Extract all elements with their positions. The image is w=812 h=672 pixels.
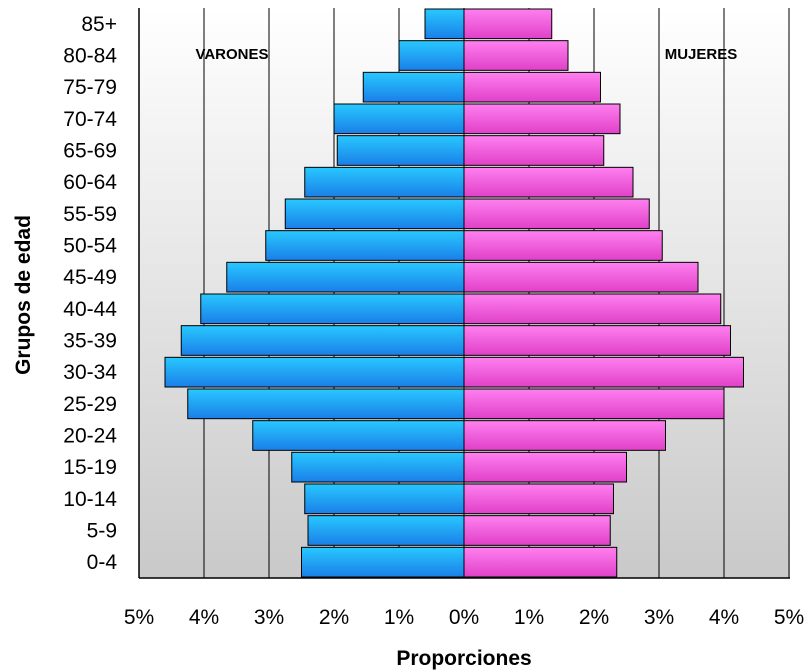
bar-varones-5-9 bbox=[307, 515, 465, 546]
x-tick-label: 3% bbox=[644, 606, 674, 629]
x-tick-label: 2% bbox=[579, 606, 609, 629]
bar-varones-35-39 bbox=[180, 325, 465, 356]
y-tick-label: 35-39 bbox=[63, 330, 117, 353]
bar-mujeres-80-84 bbox=[463, 40, 569, 71]
x-tick-label: 5% bbox=[124, 606, 154, 629]
bar-mujeres-55-59 bbox=[463, 198, 650, 230]
x-tick-label: 5% bbox=[774, 606, 804, 629]
bar-varones-70-74 bbox=[333, 103, 465, 135]
bar-varones-25-29 bbox=[187, 388, 465, 420]
bar-varones-65-69 bbox=[336, 135, 465, 166]
y-tick-label: 75-79 bbox=[63, 76, 117, 99]
y-tick-label: 70-74 bbox=[63, 108, 117, 131]
y-tick-label: 45-49 bbox=[63, 266, 117, 289]
x-tick-label: 0% bbox=[449, 606, 479, 629]
bar-mujeres-60-64 bbox=[463, 166, 634, 198]
x-tick-label: 1% bbox=[514, 606, 544, 629]
y-tick-labels: 85+ 80-84 75-79 70-74 65-69 60-64 55-59 50-54 45… bbox=[63, 13, 117, 574]
bar-varones-40-44 bbox=[200, 293, 465, 325]
bar-mujeres-75-79 bbox=[463, 71, 601, 103]
y-tick-label: 85+ bbox=[81, 13, 117, 36]
bar-mujeres-50-54 bbox=[463, 230, 663, 261]
bar-varones-80-84 bbox=[398, 40, 465, 71]
y-tick-label: 50-54 bbox=[63, 235, 117, 258]
bar-mujeres-85+ bbox=[463, 8, 553, 40]
y-axis-title: Grupos de edad bbox=[12, 215, 35, 375]
bar-varones-15-19 bbox=[291, 451, 465, 483]
legend-label-varones: VARONES bbox=[195, 46, 268, 63]
bar-varones-0-4 bbox=[301, 546, 465, 578]
bar-varones-60-64 bbox=[304, 166, 465, 198]
x-tick-label: 4% bbox=[189, 606, 219, 629]
x-axis-title: Proporciones bbox=[396, 647, 531, 670]
bar-mujeres-10-14 bbox=[463, 483, 614, 515]
bar-varones-20-24 bbox=[252, 420, 465, 451]
bar-varones-10-14 bbox=[304, 483, 465, 515]
bar-mujeres-25-29 bbox=[463, 388, 725, 420]
x-tick-label: 3% bbox=[254, 606, 284, 629]
x-tick-label: 2% bbox=[319, 606, 349, 629]
bar-mujeres-30-34 bbox=[463, 356, 744, 388]
y-tick-label: 65-69 bbox=[63, 140, 117, 163]
bar-varones-85+ bbox=[424, 8, 465, 40]
gridlines bbox=[203, 8, 790, 578]
y-tick-label: 5-9 bbox=[87, 520, 117, 543]
bar-varones-30-34 bbox=[164, 356, 465, 388]
y-tick-label: 10-14 bbox=[63, 488, 117, 511]
bar-varones-55-59 bbox=[284, 198, 465, 230]
y-tick-label: 30-34 bbox=[63, 361, 117, 384]
y-tick-label: 25-29 bbox=[63, 393, 117, 416]
bar-varones-45-49 bbox=[226, 261, 465, 293]
bar-mujeres-70-74 bbox=[463, 103, 621, 135]
x-tick-label: 4% bbox=[709, 606, 739, 629]
y-tick-label: 15-19 bbox=[63, 456, 117, 479]
bar-varones-50-54 bbox=[265, 230, 465, 261]
legend-label-mujeres: MUJERES bbox=[665, 46, 738, 63]
bar-mujeres-40-44 bbox=[463, 293, 722, 325]
y-tick-label: 80-84 bbox=[63, 45, 117, 68]
bar-varones-75-79 bbox=[362, 71, 465, 103]
bar-mujeres-35-39 bbox=[463, 325, 731, 356]
y-tick-label: 40-44 bbox=[63, 298, 117, 321]
x-tick-labels: 5% 4% 3% 2% 1% 0% 1% 2% 3% 4% 5% bbox=[124, 606, 804, 629]
bar-mujeres-65-69 bbox=[463, 135, 605, 166]
bar-mujeres-20-24 bbox=[463, 420, 666, 451]
y-tick-label: 20-24 bbox=[63, 425, 117, 448]
bar-mujeres-5-9 bbox=[463, 515, 611, 546]
bar-mujeres-45-49 bbox=[463, 261, 699, 293]
y-tick-label: 60-64 bbox=[63, 171, 117, 194]
bar-mujeres-15-19 bbox=[463, 451, 627, 483]
bars bbox=[164, 8, 744, 578]
y-tick-label: 55-59 bbox=[63, 203, 117, 226]
bar-mujeres-0-4 bbox=[463, 546, 618, 578]
y-tick-label: 0-4 bbox=[87, 551, 118, 574]
x-tick-label: 1% bbox=[384, 606, 414, 629]
